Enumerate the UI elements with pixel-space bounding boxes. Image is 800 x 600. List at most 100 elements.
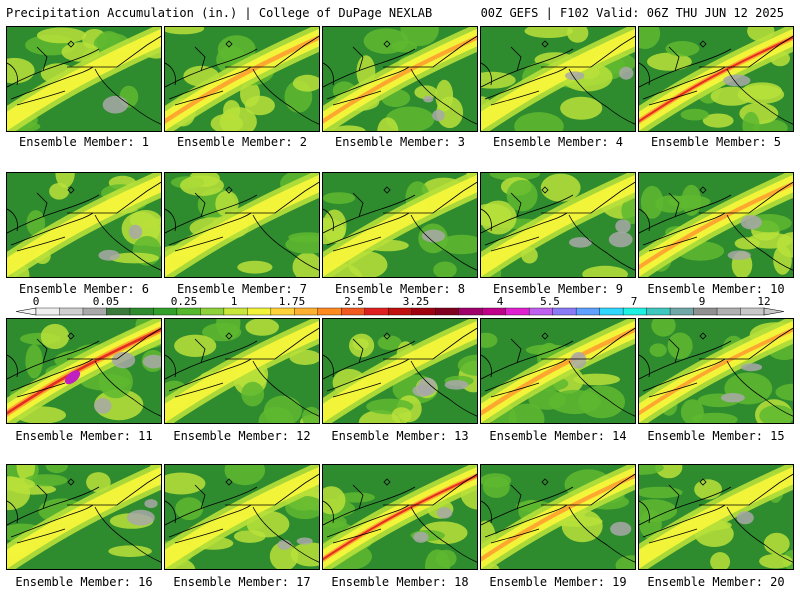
colorbar-swatch (247, 307, 272, 316)
ensemble-member-label: Ensemble Member: 1 (18, 135, 150, 149)
ensemble-member-label: Ensemble Member: 2 (176, 135, 308, 149)
colorbar-swatch (129, 307, 155, 316)
precip-map (639, 319, 793, 423)
ensemble-member-label: Ensemble Member: 19 (489, 575, 627, 589)
ensemble-map-panel (480, 172, 636, 278)
ensemble-member-label: Ensemble Member: 9 (492, 282, 624, 296)
colorbar-tick-label: 1.75 (279, 296, 306, 308)
ensemble-member-label: Ensemble Member: 13 (331, 429, 469, 443)
colorbar-swatch (693, 307, 718, 316)
ensemble-map-panel (480, 26, 636, 132)
precip-map (7, 465, 161, 569)
colorbar-swatch (35, 307, 61, 316)
colorbar-tick-label: 0.05 (93, 296, 120, 308)
colorbar-swatch (552, 307, 577, 316)
ensemble-member-label: Ensemble Member: 10 (647, 282, 785, 296)
precip-map (7, 319, 161, 423)
ensemble-member-label: Ensemble Member: 18 (331, 575, 469, 589)
colorbar-swatch (294, 307, 319, 316)
precip-map (323, 27, 477, 131)
ensemble-map-panel (638, 464, 794, 570)
precip-map (165, 319, 319, 423)
ensemble-map-panel (638, 172, 794, 278)
colorbar-tick-label: 2.5 (344, 296, 364, 308)
precip-map (481, 319, 635, 423)
precip-map (639, 465, 793, 569)
colorbar-tick-label: 1 (231, 296, 238, 308)
ensemble-map-panel (6, 26, 162, 132)
ensemble-member-label: Ensemble Member: 7 (176, 282, 308, 296)
ensemble-map-panel (164, 172, 320, 278)
ensemble-map-panel (164, 26, 320, 132)
precip-map (639, 173, 793, 277)
colorbar-tick-label: 9 (699, 296, 706, 308)
ensemble-map-panel (164, 464, 320, 570)
colorbar-swatch (341, 307, 366, 316)
ensemble-map-panel (322, 26, 478, 132)
precip-map (481, 465, 635, 569)
colorbar-swatch (622, 307, 648, 316)
ensemble-map-panel (6, 172, 162, 278)
colorbar-tick-label: 5.5 (540, 296, 560, 308)
ensemble-map-panel (6, 464, 162, 570)
colorbar-tick-label: 12 (757, 296, 770, 308)
colorbar-swatch (82, 307, 108, 316)
precip-map (7, 27, 161, 131)
colorbar-swatch (528, 307, 554, 316)
ensemble-member-label: Ensemble Member: 12 (173, 429, 311, 443)
colorbar-swatch (458, 307, 483, 316)
colorbar-tick-label: 7 (631, 296, 638, 308)
colorbar-swatch (153, 307, 178, 316)
ensemble-map-panel (322, 318, 478, 424)
colorbar-swatch (106, 307, 131, 316)
ensemble-map-panel (638, 26, 794, 132)
colorbar-swatch (388, 307, 413, 316)
precip-map (323, 319, 477, 423)
colorbar-swatch (176, 307, 201, 316)
precip-map (323, 465, 477, 569)
colorbar-swatch (435, 307, 460, 316)
ensemble-member-label: Ensemble Member: 6 (18, 282, 150, 296)
colorbar-swatch (575, 307, 601, 316)
ensemble-map-panel (164, 318, 320, 424)
precip-map (481, 27, 635, 131)
color-scale-bar: 0 0.05 0.25 1 1.75 2.5 3.25 4 5.5 7 9 12 (16, 296, 784, 316)
colorbar-swatch (716, 307, 742, 316)
precip-map (323, 173, 477, 277)
ensemble-map-panel (638, 318, 794, 424)
colorbar-swatch (505, 307, 530, 316)
precip-map (165, 27, 319, 131)
colorbar-swatch (223, 307, 248, 316)
ensemble-map-panel (322, 464, 478, 570)
precip-map (165, 173, 319, 277)
ensemble-member-label: Ensemble Member: 3 (334, 135, 466, 149)
colorbar-tick-label: 4 (497, 296, 504, 308)
precip-map (639, 27, 793, 131)
colorbar-swatch (200, 307, 225, 316)
precip-map (7, 173, 161, 277)
ensemble-map-panel (6, 318, 162, 424)
colorbar-tick-label: 0.25 (171, 296, 198, 308)
colorbar-swatch (599, 307, 624, 316)
colorbar-tick-label: 0 (33, 296, 40, 308)
ensemble-member-label: Ensemble Member: 14 (489, 429, 627, 443)
ensemble-member-label: Ensemble Member: 11 (15, 429, 153, 443)
ensemble-member-label: Ensemble Member: 17 (173, 575, 311, 589)
colorbar-swatch (364, 307, 389, 316)
colorbar-swatch (317, 307, 342, 316)
colorbar-swatch (740, 307, 765, 316)
ensemble-member-label: Ensemble Member: 15 (647, 429, 785, 443)
ensemble-member-label: Ensemble Member: 20 (647, 575, 785, 589)
model-valid-time: 00Z GEFS | F102 Valid: 06Z THU JUN 12 20… (480, 6, 784, 20)
colorbar-swatch (669, 307, 695, 316)
chart-title: Precipitation Accumulation (in.) | Colle… (6, 6, 433, 20)
colorbar-swatch (646, 307, 671, 316)
colorbar-swatch (411, 307, 436, 316)
colorbar-tick-label: 3.25 (403, 296, 430, 308)
colorbar-swatch (59, 307, 84, 316)
ensemble-map-panel (480, 318, 636, 424)
ensemble-map-panel (322, 172, 478, 278)
ensemble-member-label: Ensemble Member: 4 (492, 135, 624, 149)
colorbar-swatch (270, 307, 295, 316)
precip-map (165, 465, 319, 569)
